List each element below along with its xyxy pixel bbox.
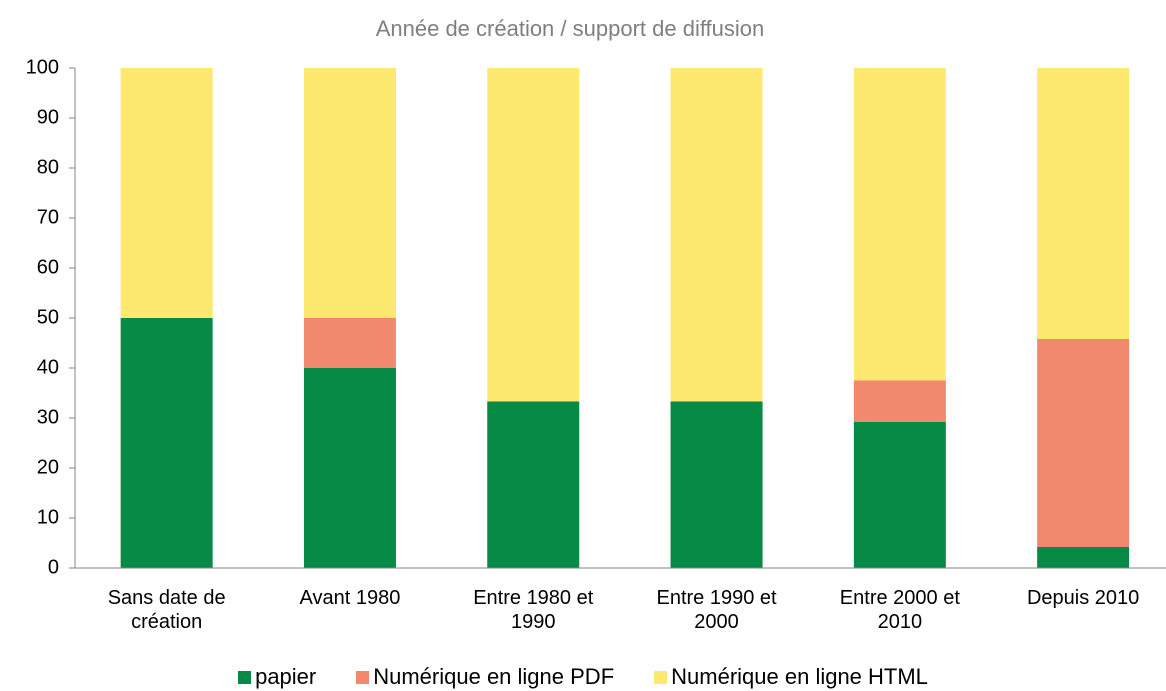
legend-item: Numérique en ligne HTML xyxy=(654,664,928,690)
bar-segment xyxy=(120,68,213,318)
bar-segment xyxy=(303,318,396,368)
y-tick-label: 0 xyxy=(48,556,59,578)
legend: papier Numérique en ligne PDF Numérique en… xyxy=(0,664,1166,690)
y-tick-label: 10 xyxy=(37,506,59,528)
legend-label: Numérique en ligne HTML xyxy=(671,664,928,689)
bar-segment xyxy=(670,401,763,568)
y-tick-label: 50 xyxy=(37,306,59,328)
legend-item: Numérique en ligne PDF xyxy=(356,664,614,690)
legend-item: papier xyxy=(238,664,316,690)
legend-swatch xyxy=(654,670,668,684)
bar-segment xyxy=(853,380,946,422)
y-tick-label: 30 xyxy=(37,406,59,428)
legend-swatch xyxy=(238,670,252,684)
y-tick-label: 40 xyxy=(37,356,59,378)
y-tick-label: 100 xyxy=(26,56,59,78)
bar-segment xyxy=(487,68,580,402)
legend-swatch xyxy=(356,670,370,684)
y-tick-label: 70 xyxy=(37,206,59,228)
x-tick-label: Entre 1980 et 1990 xyxy=(473,587,594,633)
bar-segment xyxy=(120,318,213,568)
y-tick-label: 20 xyxy=(37,456,59,478)
x-tick-label: Entre 2000 et 2010 xyxy=(839,587,960,633)
x-tick-label: Sans date de création xyxy=(107,587,226,633)
y-tick-label: 80 xyxy=(37,156,59,178)
bar-segment xyxy=(487,401,580,568)
legend-label: papier xyxy=(255,664,317,689)
bar-segment xyxy=(1037,68,1130,339)
bar-segment xyxy=(670,68,763,402)
bar-segment xyxy=(303,368,396,568)
bar-segment xyxy=(853,422,946,568)
x-tick-label: Depuis 2010 xyxy=(1026,587,1140,609)
bar-segment xyxy=(853,68,946,381)
bar-segment xyxy=(1037,339,1130,547)
y-tick-label: 90 xyxy=(37,106,59,128)
x-tick-label: Avant 1980 xyxy=(299,587,401,609)
legend-label: Numérique en ligne PDF xyxy=(373,664,615,689)
chart-title: Année de création / support de diffusion xyxy=(376,16,765,41)
bar-segment xyxy=(1037,547,1130,568)
bar-segment xyxy=(303,68,396,318)
y-tick-label: 60 xyxy=(37,256,59,278)
x-tick-label: Entre 1990 et 2000 xyxy=(656,587,777,633)
